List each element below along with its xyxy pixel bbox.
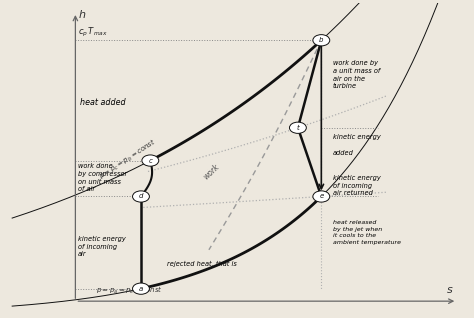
- Text: heat added: heat added: [80, 98, 126, 107]
- Circle shape: [133, 283, 149, 294]
- Circle shape: [313, 191, 330, 202]
- Circle shape: [313, 35, 330, 46]
- Text: work: work: [201, 162, 221, 181]
- Text: c: c: [148, 157, 152, 163]
- Text: b: b: [319, 37, 324, 43]
- Circle shape: [133, 191, 149, 202]
- Text: $p{=}p_a{=}p_e{=}const$: $p{=}p_a{=}p_e{=}const$: [97, 285, 163, 296]
- Text: $h$: $h$: [78, 8, 86, 20]
- Circle shape: [142, 155, 159, 166]
- Text: $s$: $s$: [447, 285, 454, 295]
- Text: rejected heat, that is: rejected heat, that is: [167, 261, 237, 267]
- Text: work done
by compressor
on unit mass
of air: work done by compressor on unit mass of …: [78, 163, 127, 192]
- Text: a: a: [139, 286, 143, 292]
- Text: $c_p\,T_{max}$: $c_p\,T_{max}$: [78, 26, 108, 39]
- Text: kinetic energy

added: kinetic energy added: [333, 134, 381, 156]
- Circle shape: [290, 122, 306, 133]
- Text: d: d: [139, 193, 143, 199]
- Text: kinetic energy
of incoming
air: kinetic energy of incoming air: [78, 236, 126, 257]
- Text: t: t: [297, 125, 299, 131]
- Text: $p{=}p_c{=}p_b{=}const$: $p{=}p_c{=}p_b{=}const$: [97, 136, 158, 182]
- Text: heat released
by the jet when
it cools to the
ambient temperature: heat released by the jet when it cools t…: [333, 220, 401, 245]
- Text: kinetic energy
of incoming
air returned: kinetic energy of incoming air returned: [333, 175, 381, 196]
- Text: e: e: [319, 193, 323, 199]
- Text: work done by
a unit mass of
air on the
turbine: work done by a unit mass of air on the t…: [333, 60, 380, 89]
